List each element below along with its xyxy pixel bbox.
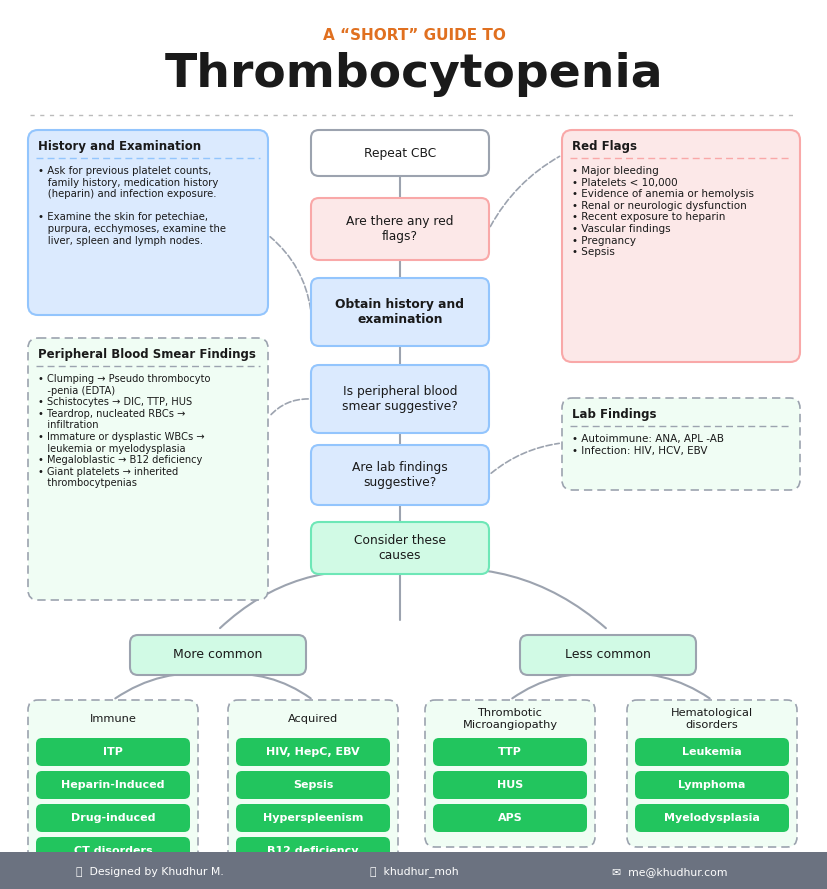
FancyBboxPatch shape [236, 804, 390, 832]
Text: • Ask for previous platelet counts,
   family history, medication history
   (he: • Ask for previous platelet counts, fami… [38, 166, 226, 245]
FancyBboxPatch shape [562, 130, 799, 362]
Text: • Autoimmune: ANA, APL -AB
• Infection: HIV, HCV, EBV: • Autoimmune: ANA, APL -AB • Infection: … [571, 434, 723, 455]
Text: Acquired: Acquired [288, 714, 337, 724]
FancyBboxPatch shape [311, 365, 489, 433]
Text: Less common: Less common [564, 648, 650, 661]
FancyBboxPatch shape [36, 738, 189, 766]
FancyBboxPatch shape [433, 804, 586, 832]
FancyBboxPatch shape [634, 804, 788, 832]
Text: Sepsis: Sepsis [293, 780, 332, 790]
Text: 🐦  khudhur_moh: 🐦 khudhur_moh [369, 867, 458, 877]
Text: Myelodysplasia: Myelodysplasia [663, 813, 759, 823]
Bar [0, 852, 827, 889]
Text: APS: APS [497, 813, 522, 823]
Text: Consider these
causes: Consider these causes [354, 534, 446, 562]
Text: Are there any red
flags?: Are there any red flags? [346, 215, 453, 243]
Text: Heparin-Induced: Heparin-Induced [61, 780, 165, 790]
FancyBboxPatch shape [28, 338, 268, 600]
FancyBboxPatch shape [519, 635, 696, 675]
FancyBboxPatch shape [236, 837, 390, 865]
Text: B12 deficiency: B12 deficiency [267, 846, 358, 856]
Text: Immune: Immune [89, 714, 136, 724]
Text: Repeat CBC: Repeat CBC [363, 147, 436, 159]
Text: Lymphoma: Lymphoma [677, 780, 745, 790]
FancyBboxPatch shape [562, 398, 799, 490]
FancyBboxPatch shape [433, 771, 586, 799]
FancyBboxPatch shape [311, 198, 489, 260]
FancyBboxPatch shape [433, 738, 586, 766]
FancyBboxPatch shape [236, 738, 390, 766]
FancyBboxPatch shape [28, 700, 198, 880]
FancyBboxPatch shape [424, 700, 595, 847]
FancyBboxPatch shape [311, 130, 489, 176]
FancyBboxPatch shape [227, 700, 398, 880]
FancyBboxPatch shape [311, 278, 489, 346]
Text: HUS: HUS [496, 780, 523, 790]
FancyBboxPatch shape [236, 771, 390, 799]
Text: Leukemia: Leukemia [681, 747, 741, 757]
Text: Thrombotic
Microangiopathy: Thrombotic Microangiopathy [461, 709, 557, 730]
Text: Are lab findings
suggestive?: Are lab findings suggestive? [351, 461, 447, 489]
Text: ITP: ITP [103, 747, 122, 757]
FancyBboxPatch shape [28, 130, 268, 315]
FancyBboxPatch shape [130, 635, 306, 675]
Text: Obtain history and
examination: Obtain history and examination [335, 298, 464, 326]
FancyBboxPatch shape [36, 771, 189, 799]
Text: TTP: TTP [498, 747, 521, 757]
Text: Hematological
disorders: Hematological disorders [670, 709, 752, 730]
Text: Thrombocytopenia: Thrombocytopenia [165, 52, 662, 97]
Text: Peripheral Blood Smear Findings: Peripheral Blood Smear Findings [38, 348, 256, 361]
Text: Is peripheral blood
smear suggestive?: Is peripheral blood smear suggestive? [342, 385, 457, 413]
Text: Lab Findings: Lab Findings [571, 408, 656, 421]
Text: HIV, HepC, EBV: HIV, HepC, EBV [265, 747, 360, 757]
Text: ✉  me@khudhur.com: ✉ me@khudhur.com [611, 867, 727, 877]
FancyBboxPatch shape [36, 837, 189, 865]
Text: Ⓢ  Designed by Khudhur M.: Ⓢ Designed by Khudhur M. [76, 867, 223, 877]
Text: CT disorders: CT disorders [74, 846, 152, 856]
FancyBboxPatch shape [634, 738, 788, 766]
FancyBboxPatch shape [634, 771, 788, 799]
Text: A “SHORT” GUIDE TO: A “SHORT” GUIDE TO [323, 28, 504, 43]
Text: Hyperspleenism: Hyperspleenism [262, 813, 363, 823]
FancyBboxPatch shape [36, 804, 189, 832]
FancyBboxPatch shape [311, 445, 489, 505]
FancyBboxPatch shape [311, 522, 489, 574]
FancyBboxPatch shape [626, 700, 796, 847]
Text: History and Examination: History and Examination [38, 140, 201, 153]
Text: • Clumping → Pseudo thrombocyto
   -penia (EDTA)
• Schistocytes → DIC, TTP, HUS
: • Clumping → Pseudo thrombocyto -penia (… [38, 374, 210, 488]
Text: Drug-induced: Drug-induced [70, 813, 155, 823]
Text: Red Flags: Red Flags [571, 140, 636, 153]
Text: • Major bleeding
• Platelets < 10,000
• Evidence of anemia or hemolysis
• Renal : • Major bleeding • Platelets < 10,000 • … [571, 166, 753, 257]
Text: More common: More common [173, 648, 262, 661]
